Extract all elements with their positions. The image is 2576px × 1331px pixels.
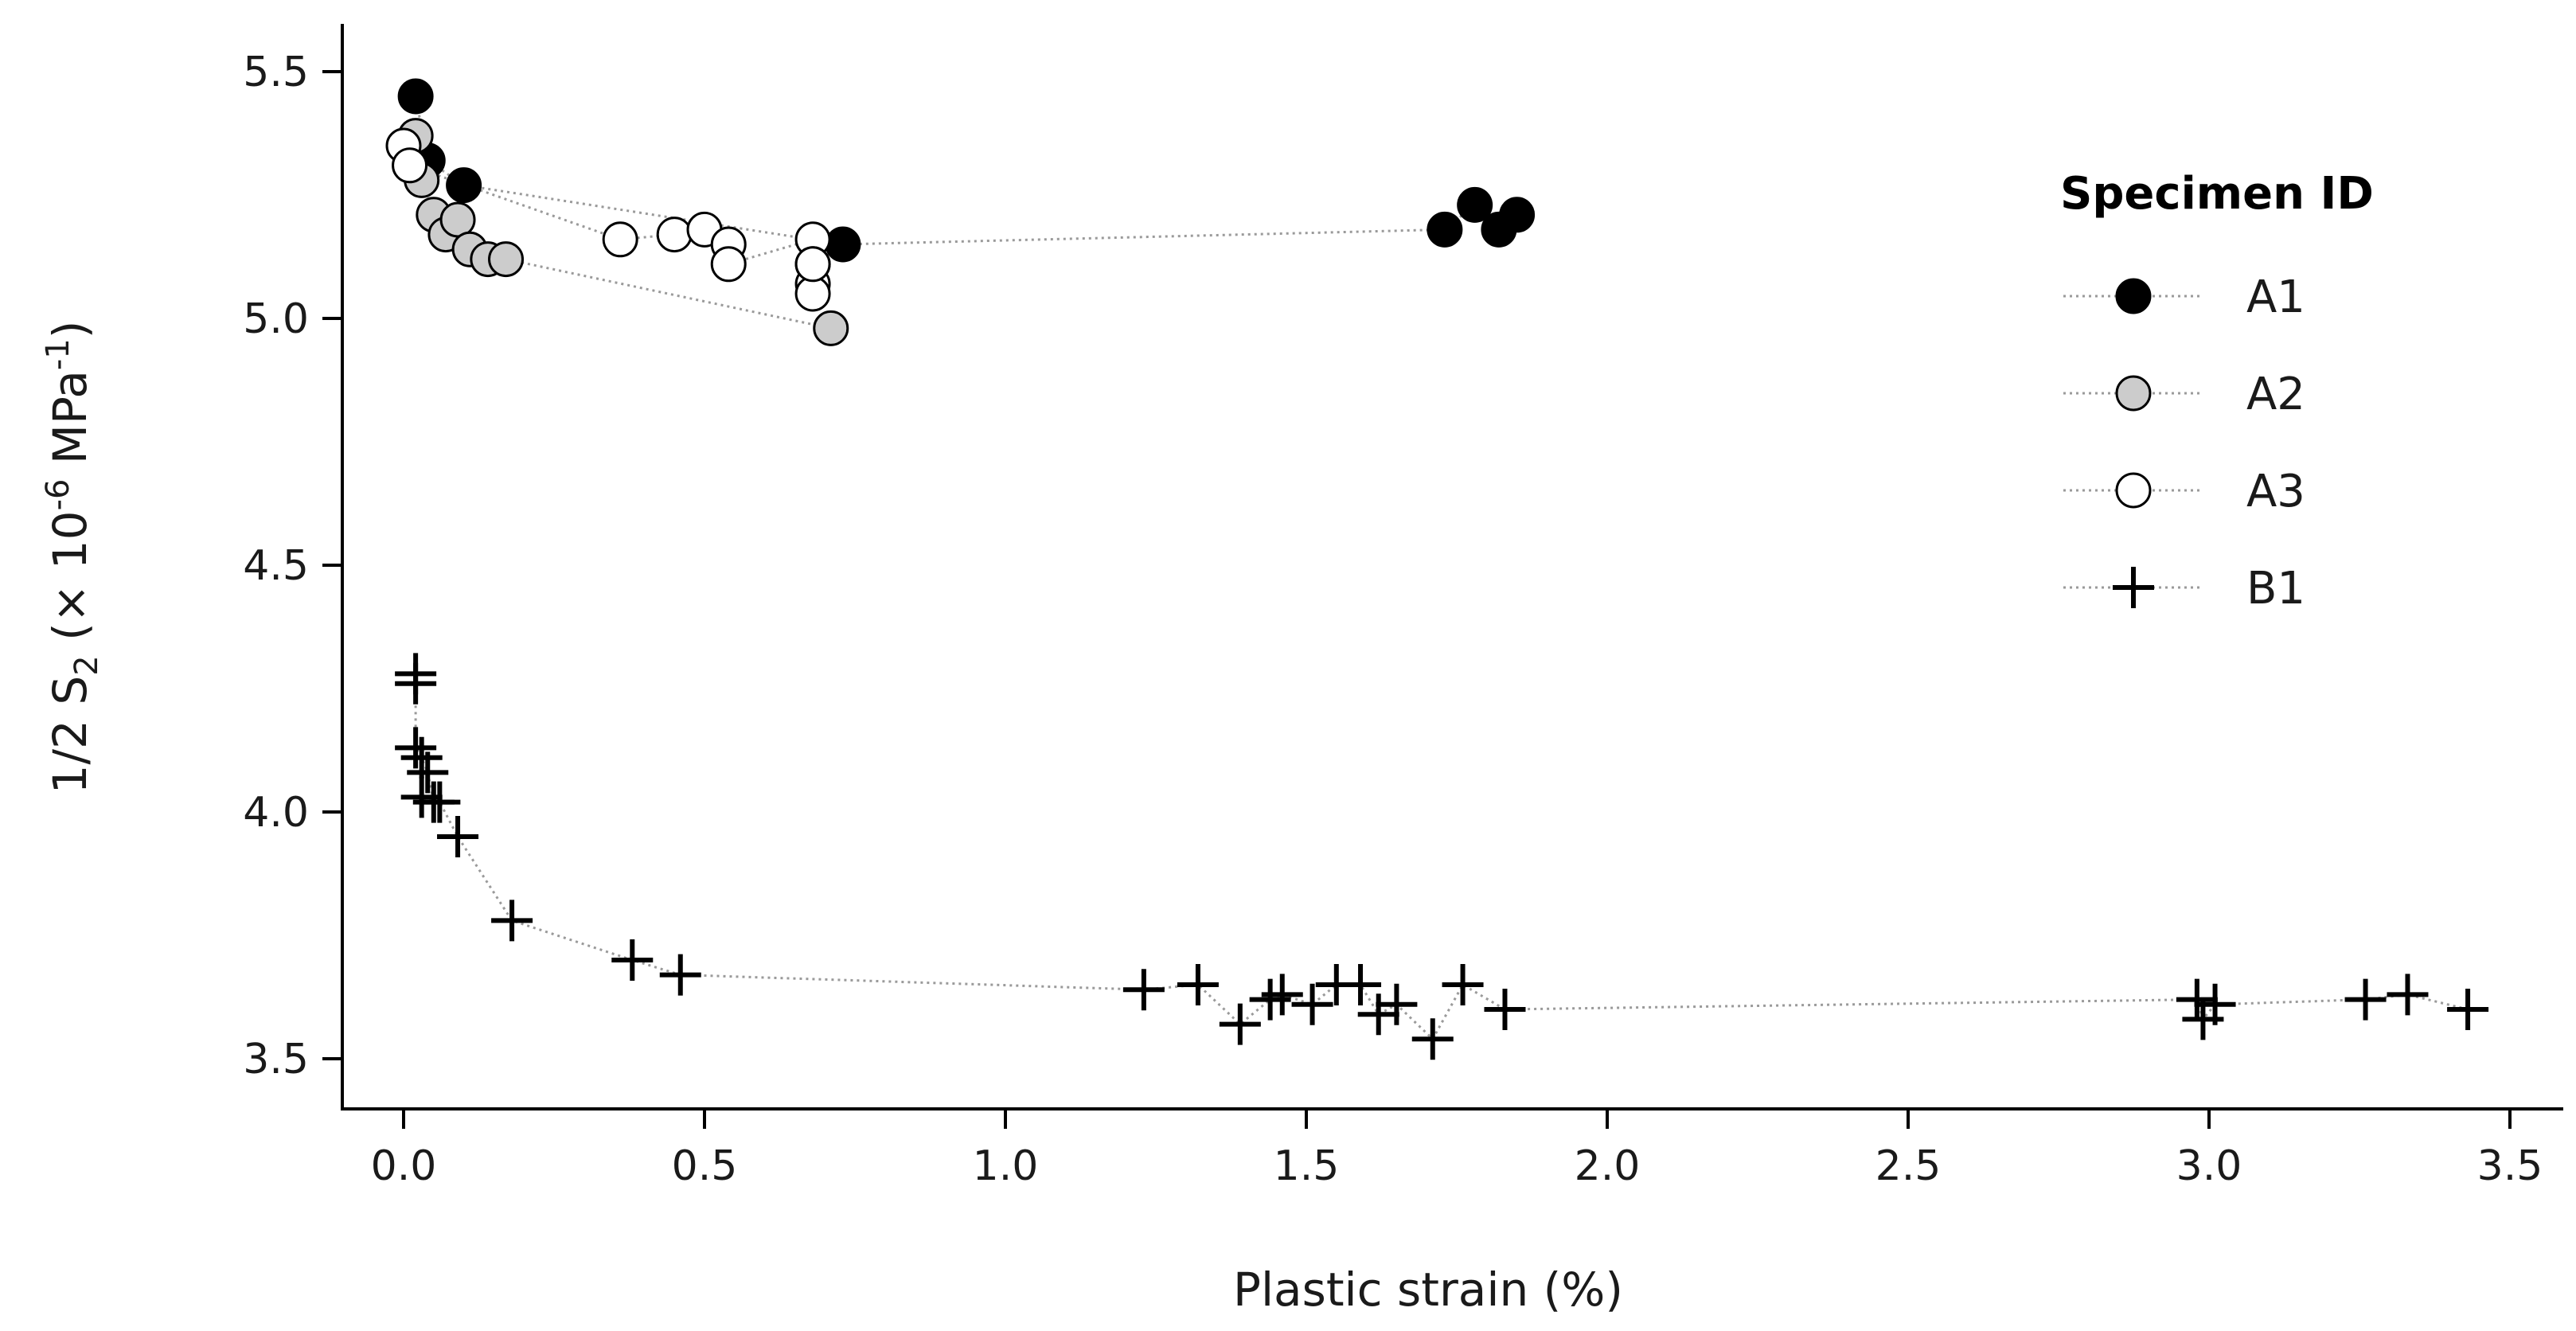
data-point-b1 [1442, 964, 1484, 1005]
data-point-a1 [397, 78, 434, 115]
legend-label-b1: B1 [2246, 563, 2305, 615]
data-point-b1 [2176, 978, 2218, 1021]
data-point-a3 [710, 246, 747, 283]
x-tick-label: 0.5 [672, 1142, 738, 1190]
data-point-a1 [1499, 197, 1536, 233]
legend-label-a1: A1 [2246, 271, 2305, 323]
data-point-b1 [395, 727, 437, 769]
data-point-b1 [1249, 978, 1291, 1021]
y-tick-label: 4.0 [243, 789, 309, 837]
legend-title: Specimen ID [2060, 168, 2374, 220]
series-line-b1 [414, 673, 2469, 1041]
data-point-b1 [1291, 983, 1333, 1025]
data-point-b1 [395, 662, 437, 705]
x-tick-label: 2.5 [1875, 1142, 1942, 1190]
data-point-b1 [1122, 969, 1165, 1011]
legend: Specimen ID A1 A2 A3 B1 [2060, 168, 2374, 615]
y-axis-title-sup: -6 [40, 479, 76, 511]
data-point-b1 [2194, 983, 2236, 1025]
data-point-b1 [1340, 964, 1382, 1005]
data-point-b1 [1261, 974, 1303, 1016]
y-tick-label: 4.5 [243, 542, 309, 590]
data-point-b1 [2447, 989, 2489, 1030]
plot-area [385, 78, 2489, 1060]
x-tick-label: 3.0 [2176, 1142, 2242, 1190]
data-point-a1 [446, 167, 482, 204]
y-axis-title-unit-sup: -1 [40, 338, 76, 370]
data-point-b1 [611, 939, 654, 981]
legend-marker-a3 [2115, 472, 2152, 509]
data-point-b1 [1376, 983, 1418, 1025]
x-tick-label: 0.0 [371, 1142, 437, 1190]
data-point-a3 [602, 221, 638, 258]
data-point-b1 [659, 954, 701, 996]
legend-label-a2: A2 [2246, 369, 2305, 420]
y-axis-title-unit: MPa [43, 370, 97, 478]
y-axis-title-rest: (× 10 [43, 510, 97, 655]
series-line-a1 [414, 96, 1518, 246]
axes: 0.0 0.5 1.0 1.5 2.0 2.5 3.0 3.5 3.5 4.0 4.5 5.0 5.5 [243, 24, 2563, 1190]
x-tick-label: 1.0 [973, 1142, 1039, 1190]
data-point-a1 [825, 226, 861, 263]
data-point-b1 [1357, 993, 1399, 1036]
y-tick-label: 5.0 [243, 295, 309, 343]
y-axis-title-base: 1/2 S [43, 676, 97, 794]
data-point-b1 [1411, 1018, 1454, 1060]
data-point-b1 [491, 900, 533, 942]
data-point-b1 [437, 816, 479, 857]
legend-marker-a1 [2115, 278, 2152, 314]
data-point-b1 [1177, 964, 1219, 1005]
data-point-a3 [656, 217, 693, 253]
y-tick-label: 3.5 [243, 1036, 309, 1083]
data-point-b1 [1484, 989, 1526, 1030]
data-point-a2 [488, 241, 525, 278]
data-point-b1 [407, 751, 449, 794]
data-point-b1 [2387, 974, 2429, 1016]
data-point-a1 [1457, 186, 1493, 223]
data-point-a2 [439, 201, 476, 238]
data-point-a1 [1427, 211, 1463, 248]
y-axis-title-close: ) [43, 321, 97, 339]
data-point-a2 [813, 310, 849, 346]
data-point-b1 [1219, 1003, 1261, 1045]
x-tick-label: 3.5 [2477, 1142, 2543, 1190]
y-tick-label: 5.5 [243, 49, 309, 96]
data-point-b1 [400, 776, 443, 818]
data-point-a3 [392, 147, 428, 184]
x-tick-label: 2.0 [1575, 1142, 1641, 1190]
legend-marker-a2 [2115, 375, 2152, 412]
y-axis-title-sub: 2 [68, 655, 105, 675]
data-point-a3 [794, 246, 831, 283]
data-point-b1 [419, 781, 461, 823]
legend-label-a3: A3 [2246, 466, 2305, 517]
data-point-b1 [2344, 978, 2387, 1021]
x-axis-title: Plastic strain (%) [1233, 1263, 1623, 1317]
legend-marker-b1 [2113, 567, 2154, 608]
x-tick-label: 1.5 [1274, 1142, 1340, 1190]
y-axis-title: 1/2 S2 (× 10-6 MPa-1) [40, 321, 105, 794]
